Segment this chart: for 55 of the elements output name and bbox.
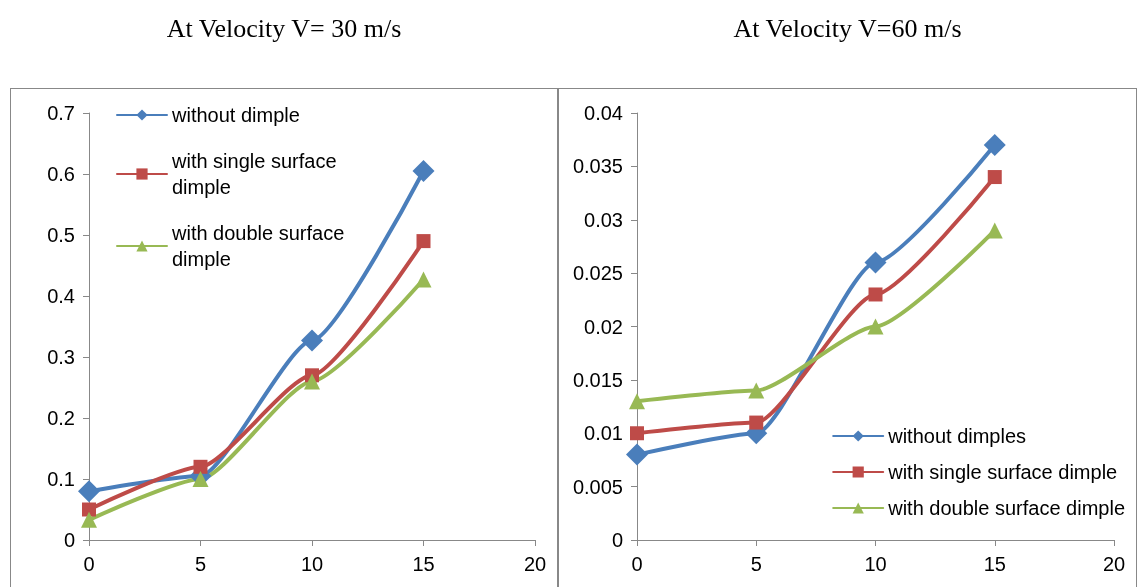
chart-title: At Velocity V=60 m/s: [732, 14, 963, 44]
x-tick-label: 15: [983, 553, 1006, 575]
point: [416, 234, 431, 249]
y-tick-label: 0.1: [47, 468, 75, 490]
y-tick-label: 0.025: [572, 262, 623, 285]
point: [81, 511, 97, 528]
x-tick-label: 15: [412, 553, 435, 575]
point: [868, 287, 883, 302]
y-tick-label: 0.4: [47, 285, 75, 307]
y-tick-label: 0.2: [47, 407, 75, 429]
x-tick-label: 10: [864, 553, 887, 575]
chart-title: At Velocity V= 30 m/s: [165, 14, 403, 44]
y-tick-label: 0.035: [572, 155, 623, 178]
point: [192, 471, 209, 487]
point: [82, 502, 96, 517]
y-tick-label: 0.01: [584, 422, 623, 445]
point: [301, 329, 323, 352]
point: [987, 170, 1002, 185]
x-tick-label: 5: [750, 553, 762, 575]
legend-label: without dimple: [171, 104, 300, 126]
x-tick-label: 0: [631, 553, 643, 575]
y-tick-label: 0: [611, 529, 623, 551]
y-tick-label: 0.5: [47, 224, 75, 246]
point: [629, 393, 645, 410]
point: [78, 480, 100, 503]
legend-label: with single surface dimple: [171, 150, 343, 198]
y-tick-label: 0.02: [584, 315, 623, 338]
point: [867, 318, 884, 335]
x-tick-label: 20: [523, 553, 547, 575]
legend-label: with single surface dimple: [887, 461, 1118, 483]
y-tick-label: 0.015: [572, 368, 623, 391]
x-tick-label: 0: [83, 553, 95, 575]
point: [626, 443, 648, 466]
point: [983, 134, 1006, 157]
x-tick-label: 5: [194, 553, 207, 575]
x-tick-label: 20: [1102, 553, 1126, 575]
y-tick-label: 0.005: [572, 475, 623, 498]
point: [864, 251, 887, 274]
y-tick-label: 0.03: [584, 208, 623, 231]
point: [630, 426, 644, 441]
point: [415, 271, 432, 288]
point: [749, 415, 764, 430]
legend-label: with double surface dimple: [171, 222, 350, 270]
y-tick-label: 0.04: [584, 102, 623, 124]
point: [193, 459, 208, 474]
x-tick-label: 10: [300, 553, 324, 575]
y-tick-label: 0.3: [47, 346, 75, 368]
legend-label: with double surface dimple: [887, 497, 1125, 519]
point: [748, 382, 765, 399]
y-tick-label: 0: [63, 529, 75, 551]
y-tick-label: 0.7: [47, 102, 75, 124]
point: [304, 373, 320, 390]
point: [412, 159, 435, 182]
legend-label: without dimples: [887, 425, 1027, 447]
y-tick-label: 0.6: [47, 163, 75, 185]
